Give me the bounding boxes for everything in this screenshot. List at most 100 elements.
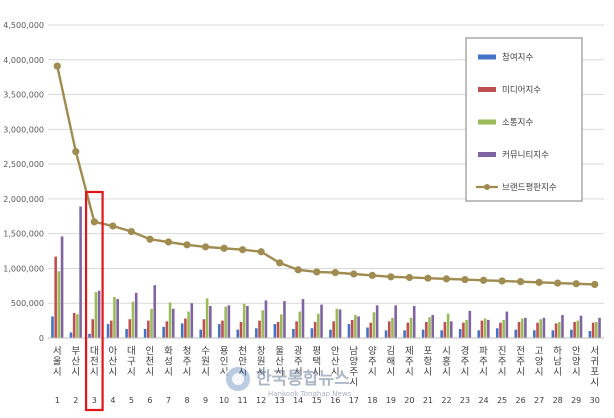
- line-point: [239, 246, 247, 254]
- bar-커뮤니티지수: [598, 317, 601, 338]
- x-tick-char: 시: [553, 367, 562, 378]
- bar-미디어지수: [591, 322, 595, 338]
- bar-미디어지수: [350, 319, 354, 338]
- line-point: [183, 241, 191, 249]
- bar-커뮤니티지수: [209, 306, 212, 338]
- rank-label: 5: [129, 396, 134, 405]
- rank-label: 23: [460, 396, 470, 405]
- bar-미디어지수: [165, 321, 169, 338]
- rank-label: 24: [478, 396, 488, 405]
- bar-커뮤니티지수: [320, 304, 323, 338]
- line-point: [53, 62, 61, 70]
- bar-커뮤니티지수: [246, 306, 249, 338]
- x-tick-char: 수: [201, 346, 210, 357]
- x-tick-char: 울: [275, 346, 284, 357]
- bar-커뮤니티지수: [412, 306, 416, 338]
- bar-소통지수: [391, 317, 394, 338]
- x-tick-char: 포: [424, 346, 433, 357]
- x-axis-ticks: 서 울 시1부 산 시2대 전 시3아 산 시4대 구 시5인 천 시6화 성 시7청 주 시8수 원 시9용 인 시1…: [53, 345, 600, 405]
- y-tick-label: 2,000,000: [3, 195, 44, 204]
- bar-소통지수: [409, 317, 413, 338]
- x-tick-char: 하: [553, 345, 562, 357]
- line-point: [535, 278, 543, 286]
- line-point: [220, 244, 228, 252]
- x-tick-char: 양: [572, 357, 581, 368]
- x-tick-char: 주: [516, 357, 525, 368]
- rank-label: 18: [367, 396, 377, 405]
- bar-참여지수: [588, 331, 592, 338]
- bar-미디어지수: [313, 322, 317, 338]
- x-tick-char: 시: [90, 367, 99, 378]
- bar-소통지수: [113, 296, 116, 338]
- bar-참여지수: [69, 332, 73, 338]
- legend-label: 소통지수: [502, 118, 533, 128]
- bar-참여지수: [255, 328, 258, 338]
- bar-미디어지수: [369, 322, 373, 338]
- bar-소통지수: [502, 319, 505, 338]
- bar-소통지수: [205, 298, 209, 338]
- bar-커뮤니티지수: [468, 310, 472, 338]
- x-tick-char: 천: [238, 346, 247, 357]
- line-point: [276, 259, 284, 267]
- y-axis-ticks: 0 500,000 1,000,000 1,500,000 2,000,000 2,500…: [3, 21, 44, 343]
- watermark-title: 한국통합뉴스: [256, 368, 350, 389]
- x-tick-char: 산: [71, 357, 80, 368]
- x-tick-char: 진: [498, 346, 507, 357]
- x-tick-char: 성: [164, 357, 173, 368]
- watermark-subtitle: Hankook Tonghap News: [268, 390, 352, 398]
- x-tick-char: 시: [331, 367, 340, 378]
- line-series: [53, 62, 599, 289]
- x-tick-char: 대: [90, 346, 99, 357]
- bar-소통지수: [57, 271, 61, 338]
- x-tick-char: 주: [479, 357, 488, 368]
- bar-소통지수: [224, 306, 227, 338]
- x-tick-char: 시: [368, 367, 377, 378]
- x-tick-char: 시: [53, 367, 62, 378]
- x-tick-char: 흥: [442, 356, 451, 368]
- y-tick-label: 3,000,000: [3, 125, 44, 134]
- y-tick-label: 2,500,000: [3, 160, 44, 169]
- x-tick-char: 구: [127, 357, 136, 368]
- x-tick-char: 인: [220, 357, 229, 368]
- x-tick-char: 화: [164, 346, 173, 357]
- bar-소통지수: [539, 319, 543, 338]
- x-tick-char: 시: [275, 367, 284, 378]
- bar-커뮤니티지수: [301, 299, 305, 338]
- legend-label: 참여지수: [502, 52, 533, 63]
- bar-미디어지수: [517, 322, 521, 338]
- x-tick-char: 양: [535, 357, 544, 368]
- line-point: [461, 275, 469, 284]
- x-tick-char: 아: [108, 346, 117, 357]
- x-tick-char: 원: [257, 357, 266, 368]
- line-point: [313, 268, 321, 276]
- bar-소통지수: [131, 301, 135, 338]
- bar-참여지수: [403, 330, 406, 338]
- bar-참여지수: [421, 329, 425, 338]
- bar-참여지수: [180, 323, 184, 338]
- x-tick-label: 천안시: [238, 346, 247, 378]
- legend-label: 브랜드평판지수: [502, 182, 557, 193]
- x-tick-char: 서: [53, 346, 62, 357]
- bar-커뮤니티지수: [357, 316, 360, 338]
- x-tick-char: 시: [386, 367, 395, 378]
- rank-label: 9: [203, 396, 208, 405]
- bar-소통지수: [242, 303, 246, 338]
- x-tick-char: 시: [312, 367, 321, 378]
- line-point: [405, 273, 413, 282]
- x-tick-char: 시: [442, 367, 451, 378]
